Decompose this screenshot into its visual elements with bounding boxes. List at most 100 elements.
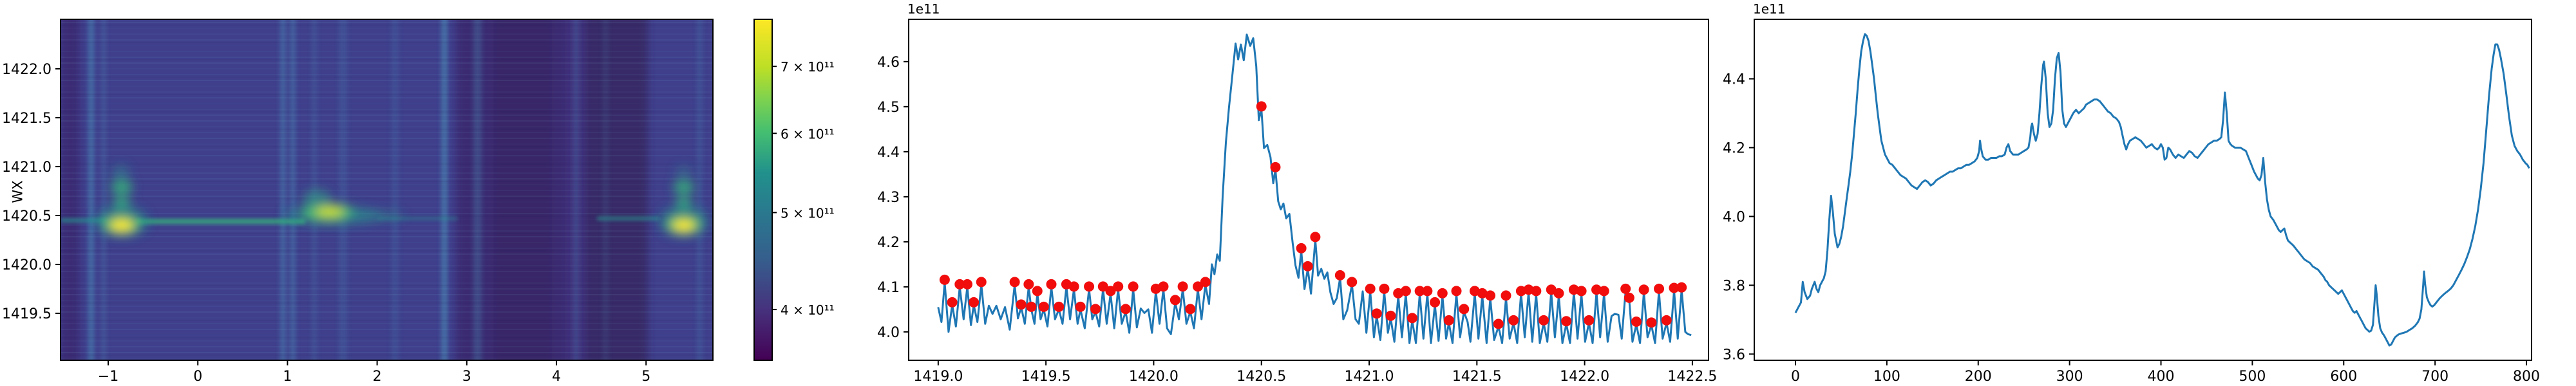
y-tick-label: 4.0 bbox=[1723, 209, 1745, 225]
x-tick-label: 700 bbox=[2421, 369, 2448, 385]
peak-marker bbox=[939, 274, 950, 285]
peak-marker bbox=[1638, 284, 1649, 295]
peak-marker bbox=[1270, 161, 1281, 172]
peak-marker bbox=[1669, 282, 1680, 293]
x-tick-label: 300 bbox=[2056, 369, 2083, 385]
peak-marker bbox=[1576, 286, 1587, 297]
peak-marker bbox=[1385, 310, 1396, 321]
spectrum-line bbox=[937, 33, 1692, 344]
x-tick-label: 1419.0 bbox=[913, 369, 963, 385]
spectrum-peak-markers bbox=[939, 101, 1687, 329]
peak-marker bbox=[1009, 277, 1020, 288]
y-tick-label: 1420.0 bbox=[2, 257, 52, 273]
right-offset-multiplier-label: 1e11 bbox=[1753, 1, 1786, 17]
peak-marker bbox=[1414, 286, 1425, 297]
peak-marker bbox=[1347, 277, 1358, 288]
peak-marker bbox=[1296, 243, 1307, 253]
peak-marker bbox=[1090, 304, 1101, 315]
x-tick-label: 800 bbox=[2513, 369, 2540, 385]
x-tick-label: 1420.0 bbox=[1129, 369, 1179, 385]
x-tick-label: 5 bbox=[641, 369, 650, 385]
x-tick-label: 1421.5 bbox=[1452, 369, 1502, 385]
peak-marker bbox=[969, 297, 980, 308]
peak-marker bbox=[1120, 304, 1131, 315]
peak-marker bbox=[1501, 290, 1511, 301]
peak-marker bbox=[1661, 315, 1672, 326]
peak-marker bbox=[1400, 286, 1411, 297]
x-tick-label: 0 bbox=[1791, 369, 1800, 385]
colorbar-tick-label: 4 × 10¹¹ bbox=[781, 302, 835, 318]
y-tick-label: 4.4 bbox=[877, 145, 900, 161]
peak-marker bbox=[1654, 283, 1665, 294]
peak-marker bbox=[1676, 282, 1687, 293]
peak-marker bbox=[1531, 286, 1542, 297]
peak-marker bbox=[1508, 315, 1519, 326]
peak-marker bbox=[1113, 281, 1124, 292]
profile-plot-area bbox=[1794, 33, 2530, 347]
peak-marker bbox=[1193, 281, 1204, 292]
y-tick-label: 1421.5 bbox=[2, 111, 52, 127]
x-tick-label: 1422.5 bbox=[1667, 369, 1717, 385]
peak-marker bbox=[954, 279, 965, 290]
profile-line bbox=[1794, 33, 2530, 347]
peak-marker bbox=[1430, 297, 1441, 308]
x-tick-label: 0 bbox=[193, 369, 202, 385]
peak-marker bbox=[1406, 313, 1417, 324]
colorbar: 7 × 10¹¹ 6 × 10¹¹ 5 × 10¹¹ 4 × 10¹¹ bbox=[753, 19, 835, 361]
peak-marker bbox=[1620, 283, 1631, 294]
peak-marker bbox=[1075, 301, 1086, 312]
peak-marker bbox=[1485, 290, 1496, 301]
peak-marker bbox=[1068, 281, 1079, 292]
y-tick-label: 4.2 bbox=[1723, 140, 1745, 156]
peak-marker bbox=[1256, 101, 1267, 112]
peak-marker bbox=[976, 277, 987, 288]
y-tick-label: 4.0 bbox=[877, 325, 900, 341]
y-tick-label: 1421.0 bbox=[2, 160, 52, 176]
y-tick-label: 1420.5 bbox=[2, 208, 52, 225]
peak-marker bbox=[1553, 288, 1564, 299]
x-tick-label: 1422.0 bbox=[1560, 369, 1609, 385]
peak-marker bbox=[1023, 279, 1034, 290]
peak-marker bbox=[1026, 301, 1037, 312]
y-tick-label: 4.5 bbox=[877, 100, 900, 116]
colorbar-tick-label: 6 × 10¹¹ bbox=[781, 126, 835, 142]
x-tick-label: 4 bbox=[552, 369, 561, 385]
peak-marker bbox=[1477, 288, 1488, 299]
peak-marker bbox=[1584, 315, 1595, 326]
peak-marker bbox=[1177, 281, 1188, 292]
x-tick-label: 1419.5 bbox=[1021, 369, 1071, 385]
y-tick-label: 3.8 bbox=[1723, 278, 1745, 294]
x-tick-label: −1 bbox=[98, 369, 118, 385]
heatmap-striations bbox=[61, 22, 713, 356]
peak-marker bbox=[1185, 304, 1196, 315]
peak-marker bbox=[1493, 318, 1504, 329]
y-tick-label: 1419.5 bbox=[2, 306, 52, 322]
x-tick-label: 1421.0 bbox=[1345, 369, 1394, 385]
x-tick-label: 2 bbox=[373, 369, 382, 385]
heatmap-axes: −1 0 1 2 3 4 5 1422.0 1421.5 1421.0 1420.5 1420.0 14… bbox=[2, 19, 714, 385]
peak-marker bbox=[1310, 232, 1321, 243]
peak-marker bbox=[1302, 261, 1313, 271]
profile-panel: 0 100 200 300 400 500 600 700 800 3.6 3.8 4.0 4.2 4.4 bbox=[1723, 19, 2540, 385]
peak-marker bbox=[1128, 281, 1139, 292]
peak-marker bbox=[1046, 279, 1057, 290]
peak-marker bbox=[947, 297, 958, 308]
peak-marker bbox=[1646, 317, 1657, 328]
peak-marker bbox=[962, 279, 973, 290]
colorbar-tick-label: 7 × 10¹¹ bbox=[781, 59, 835, 75]
spectrogram-panel: −1 0 1 2 3 4 5 1422.0 1421.5 1421.0 1420.5 1420.0 14… bbox=[2, 19, 835, 385]
peak-marker bbox=[1170, 295, 1180, 306]
x-tick-label: 1420.5 bbox=[1236, 369, 1286, 385]
peak-marker bbox=[1038, 301, 1049, 312]
peak-marker bbox=[1084, 281, 1095, 292]
x-tick-label: 1 bbox=[283, 369, 292, 385]
peak-marker bbox=[1379, 283, 1390, 294]
x-tick-label: 500 bbox=[2239, 369, 2266, 385]
peak-marker bbox=[1598, 286, 1609, 297]
y-tick-label: 4.6 bbox=[877, 55, 900, 71]
colorbar-tick-label: 5 × 10¹¹ bbox=[781, 205, 835, 221]
y-tick-label: 4.1 bbox=[877, 280, 900, 296]
peak-marker bbox=[1371, 308, 1382, 319]
peak-marker bbox=[1539, 315, 1549, 326]
